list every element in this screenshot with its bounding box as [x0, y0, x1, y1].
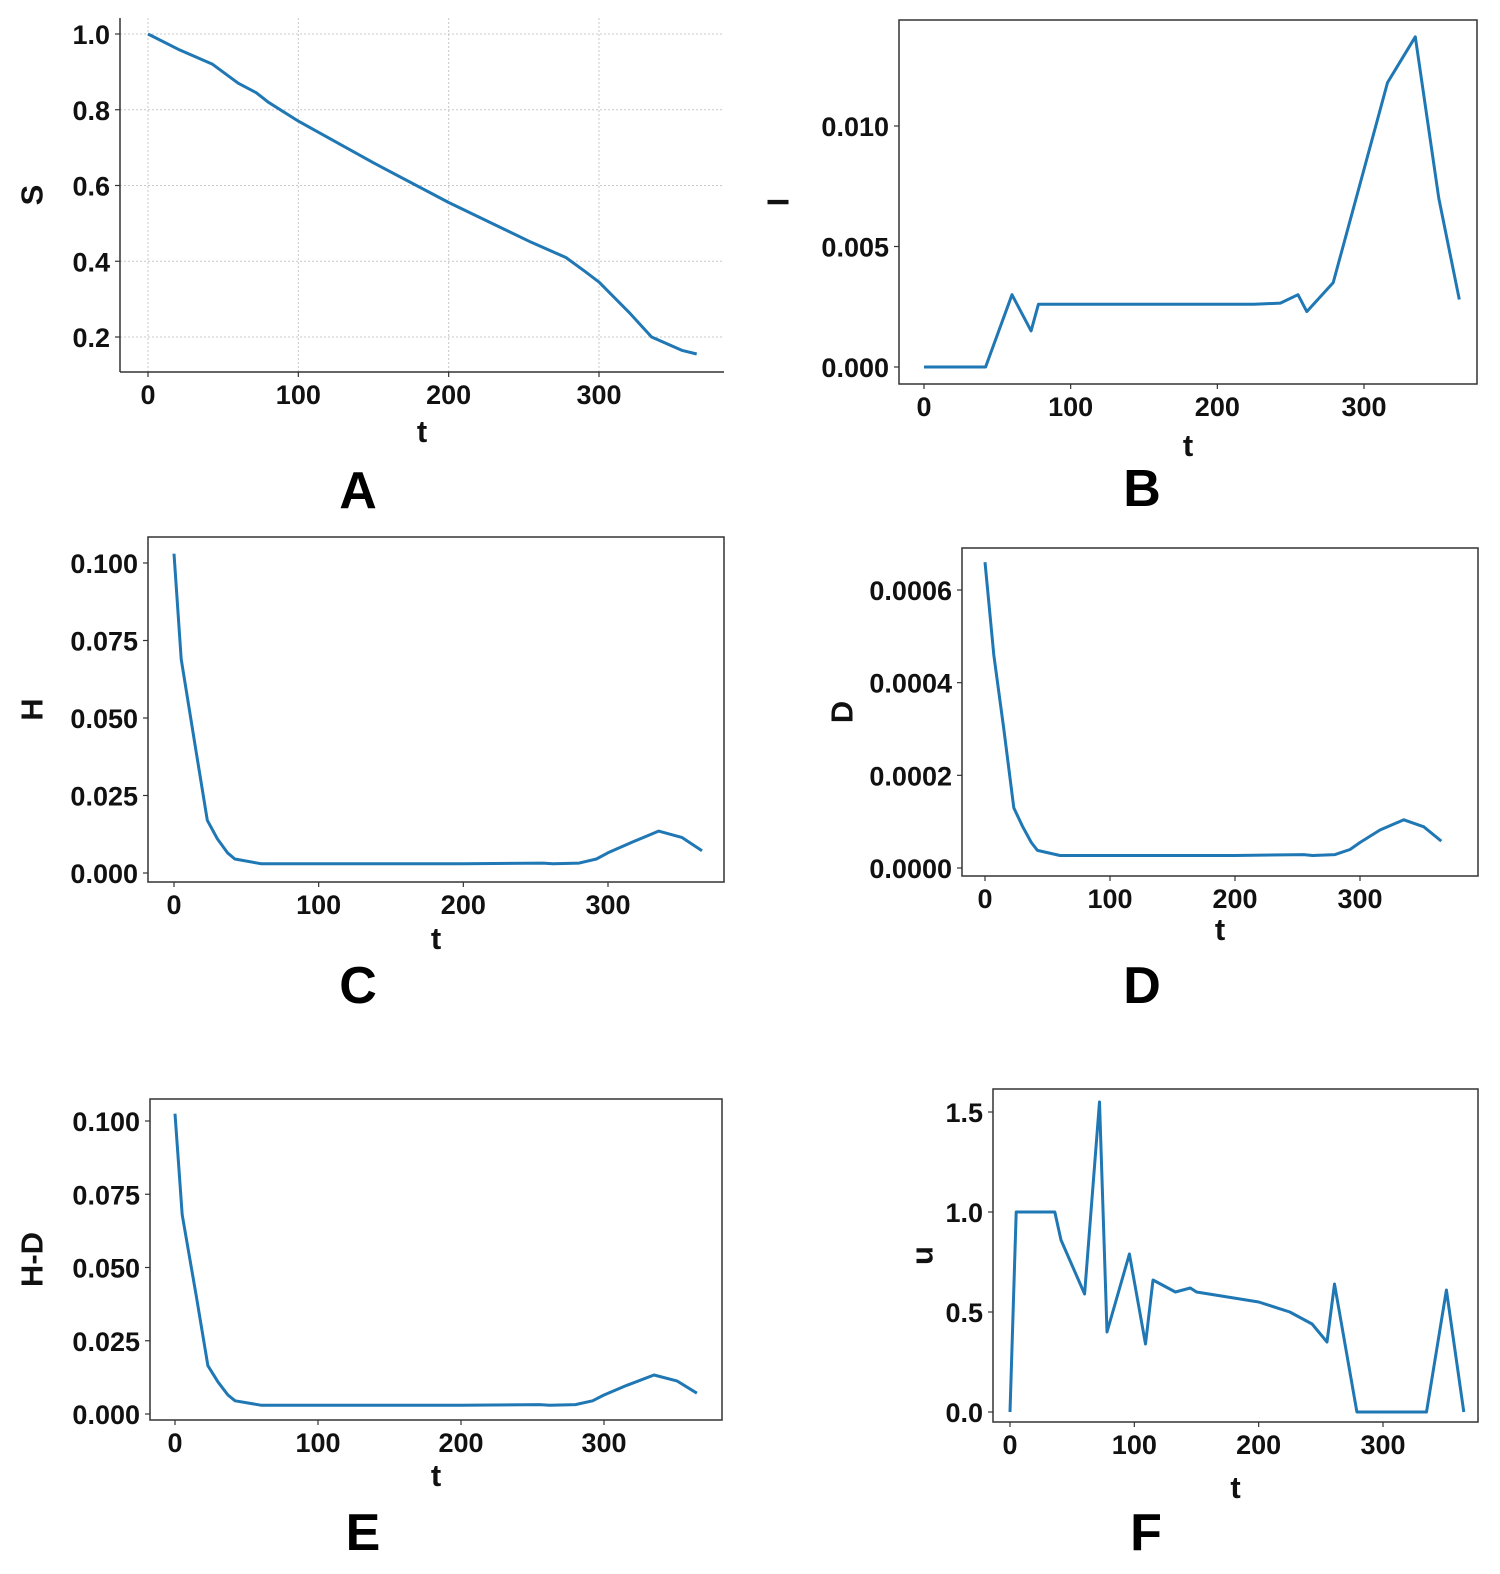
x-axis-label: t: [1215, 912, 1225, 947]
x-tick-label: 0: [167, 1428, 182, 1458]
x-tick-label: 100: [276, 380, 321, 410]
y-tick-label: 0.050: [70, 704, 138, 734]
x-tick-label: 200: [1236, 1430, 1281, 1460]
y-tick-label: 0.0006: [869, 576, 952, 606]
x-axis-label: t: [431, 1458, 441, 1493]
x-tick-label: 100: [1087, 884, 1132, 914]
panel-e: 0 100 200 300 0.000 0.025 0.050 0.075 0.100 t H-D E: [15, 1098, 723, 1562]
axes-frame: [147, 536, 725, 883]
panel-label: B: [1123, 460, 1161, 518]
y-tick-label: 0.0000: [869, 854, 952, 884]
series-line: [172, 553, 703, 866]
x-tick-label: 300: [585, 890, 630, 920]
x-tick-label: 300: [581, 1428, 626, 1458]
y-tick-label: 0.075: [72, 1180, 140, 1210]
y-tick-label: 0.005: [821, 233, 889, 263]
x-axis-label: t: [1183, 428, 1193, 463]
y-tick-label: 0.075: [70, 627, 138, 657]
x-tick-label: 0: [916, 392, 931, 422]
y-tick-label: 0.100: [70, 549, 138, 579]
y-tick-label: 0.000: [72, 1400, 140, 1430]
panel-a: 0 100 200 300 0.2 0.4 0.6 0.8 1.0 t S A: [15, 18, 724, 520]
x-tick-label: 300: [576, 380, 621, 410]
axes-frame: [898, 19, 1478, 385]
y-tick-label: 0.000: [821, 353, 889, 383]
panel-label: D: [1123, 957, 1161, 1015]
x-tick-label: 200: [426, 380, 471, 410]
x-tick-label: 200: [1195, 392, 1240, 422]
axes-frame: [992, 1088, 1479, 1423]
panel-label: F: [1130, 1504, 1162, 1562]
series-line: [983, 562, 1443, 857]
y-tick-label: 0.025: [70, 782, 138, 812]
y-tick-label: 1.0: [72, 20, 110, 50]
panel-label: E: [346, 1504, 381, 1562]
axes-frame: [961, 547, 1479, 877]
x-axis-label: t: [1230, 1470, 1240, 1505]
axes-frame: [149, 1098, 723, 1421]
y-tick-label: 0.2: [72, 323, 110, 353]
series-line: [1008, 1100, 1466, 1414]
y-tick-label: 0.8: [72, 96, 110, 126]
y-tick-label: 0.0: [945, 1398, 983, 1428]
panel-b: 0 100 200 300 0.000 0.005 0.010 t I B: [761, 19, 1478, 518]
panel-d: 0 100 200 300 0.0000 0.0002 0.0004 0.0006 t D D: [825, 547, 1479, 1015]
series-line: [147, 32, 698, 356]
x-tick-label: 100: [295, 1428, 340, 1458]
y-tick-label: 0.5: [945, 1298, 983, 1328]
series-line: [924, 35, 1461, 369]
y-tick-label: 1.0: [945, 1198, 983, 1228]
y-axis-label: H: [15, 698, 50, 720]
x-axis-label: t: [431, 921, 441, 956]
y-tick-label: 0.4: [72, 247, 110, 277]
y-axis-label: I: [761, 198, 796, 207]
y-tick-label: 0.050: [72, 1254, 140, 1284]
y-axis-label: H-D: [15, 1232, 50, 1287]
y-axis-label: u: [905, 1246, 940, 1265]
x-tick-label: 100: [296, 890, 341, 920]
panel-label: C: [339, 957, 377, 1015]
y-axis-label: D: [825, 701, 860, 723]
x-tick-label: 300: [1360, 1430, 1405, 1460]
x-tick-label: 0: [1002, 1430, 1017, 1460]
x-tick-label: 300: [1341, 392, 1386, 422]
x-tick-label: 0: [977, 884, 992, 914]
x-tick-label: 300: [1337, 884, 1382, 914]
series-line: [173, 1113, 698, 1407]
y-tick-label: 0.010: [821, 112, 889, 142]
x-tick-label: 0: [166, 890, 181, 920]
y-tick-label: 0.6: [72, 172, 110, 202]
x-tick-label: 200: [1212, 884, 1257, 914]
y-tick-label: 0.0002: [869, 761, 952, 791]
x-tick-label: 200: [438, 1428, 483, 1458]
panel-f: 0 100 200 300 0.0 0.5 1.0 1.5 t u F: [905, 1088, 1479, 1562]
y-axis-label: S: [15, 185, 50, 206]
y-tick-label: 0.0004: [869, 669, 952, 699]
panel-c: 0 100 200 300 0.000 0.025 0.050 0.075 0.100 t H C: [15, 536, 725, 1015]
x-tick-label: 0: [140, 380, 155, 410]
x-tick-label: 100: [1112, 1430, 1157, 1460]
x-tick-label: 100: [1048, 392, 1093, 422]
y-tick-label: 0.000: [70, 859, 138, 889]
y-tick-label: 0.025: [72, 1327, 140, 1357]
x-tick-label: 200: [441, 890, 486, 920]
panel-label: A: [339, 462, 377, 520]
y-tick-label: 1.5: [945, 1098, 983, 1128]
y-tick-label: 0.100: [72, 1107, 140, 1137]
x-axis-label: t: [417, 414, 427, 449]
